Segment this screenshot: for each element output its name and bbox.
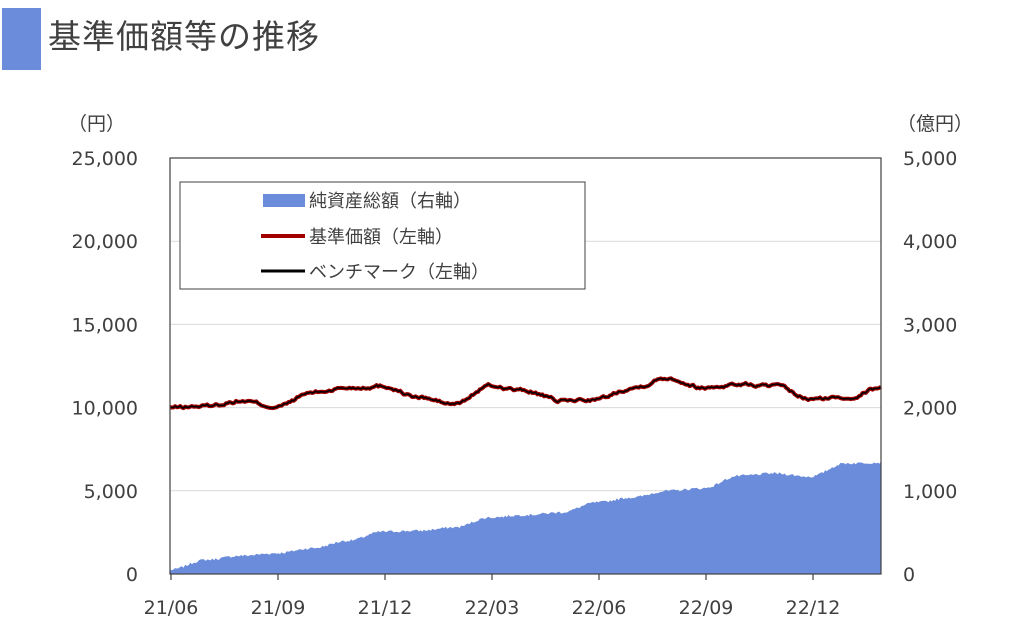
right-axis-ticks: 5,000 4,000 3,000 2,000 1,000 0 [903,148,957,586]
right-axis-unit: （億円） [897,113,973,135]
right-tick-label: 4,000 [903,231,957,253]
title-accent-bar [2,8,41,70]
x-tick-label: 22/03 [465,597,520,619]
net-assets-area-layer [170,461,881,574]
price-lines-layer [169,376,883,411]
net-assets-area [170,461,881,574]
x-tick-marks [170,574,814,580]
x-tick-label: 22/06 [572,597,627,619]
x-tick-label: 21/12 [358,597,413,619]
left-tick-label: 15,000 [72,314,138,336]
legend-label-net-assets: 純資産総額（右軸） [309,191,471,212]
x-axis-ticks: 21/06 21/09 21/12 22/03 22/06 22/09 22/12 [144,597,841,619]
left-tick-label: 20,000 [72,231,138,253]
plot-frame [169,157,882,575]
x-tick-label: 21/06 [144,597,199,619]
nav-line [169,376,883,411]
legend-label-nav: 基準価額（左軸） [309,227,453,248]
page-title: 基準価額等の推移 [48,17,320,56]
left-tick-label: 10,000 [72,398,138,420]
benchmark-line [169,377,882,409]
left-tick-label: 5,000 [84,481,138,503]
left-tick-label: 0 [126,564,138,586]
left-axis-unit: （円） [68,113,125,135]
legend-swatch-net-assets [263,194,305,207]
x-tick-label: 22/12 [786,597,841,619]
left-tick-label: 25,000 [72,148,138,170]
right-tick-label: 3,000 [903,314,957,336]
right-tick-label: 2,000 [903,398,957,420]
right-tick-label: 5,000 [903,148,957,170]
x-tick-label: 21/09 [251,597,306,619]
legend: 純資産総額（右軸） 基準価額（左軸） ベンチマーク（左軸） [179,181,586,290]
right-tick-label: 1,000 [903,481,957,503]
right-tick-label: 0 [903,564,915,586]
legend-label-benchmark: ベンチマーク（左軸） [309,262,489,283]
x-tick-label: 22/09 [679,597,734,619]
legend-box [179,181,586,290]
left-axis-ticks: 25,000 20,000 15,000 10,000 5,000 0 [72,148,138,586]
